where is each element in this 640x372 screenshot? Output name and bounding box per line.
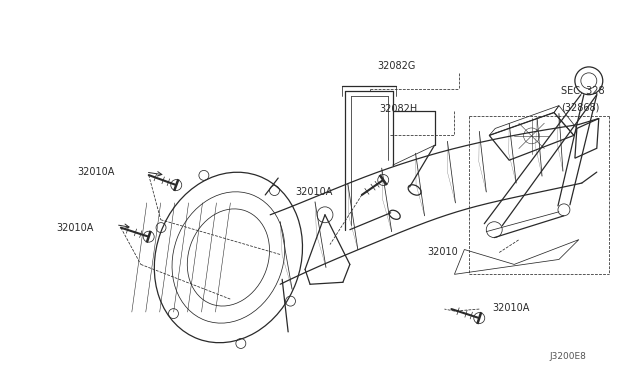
Text: J3200E8: J3200E8 [549, 352, 586, 361]
Text: 32010A: 32010A [295, 187, 333, 197]
Text: 32010A: 32010A [77, 167, 115, 177]
Text: 32082G: 32082G [378, 61, 416, 71]
Text: 32010A: 32010A [492, 303, 530, 313]
Text: 32010: 32010 [428, 247, 458, 257]
Text: 32082H: 32082H [380, 103, 418, 113]
Text: 32010A: 32010A [56, 223, 93, 233]
Text: SEC. 328: SEC. 328 [561, 86, 605, 96]
Text: (32868): (32868) [561, 103, 599, 113]
